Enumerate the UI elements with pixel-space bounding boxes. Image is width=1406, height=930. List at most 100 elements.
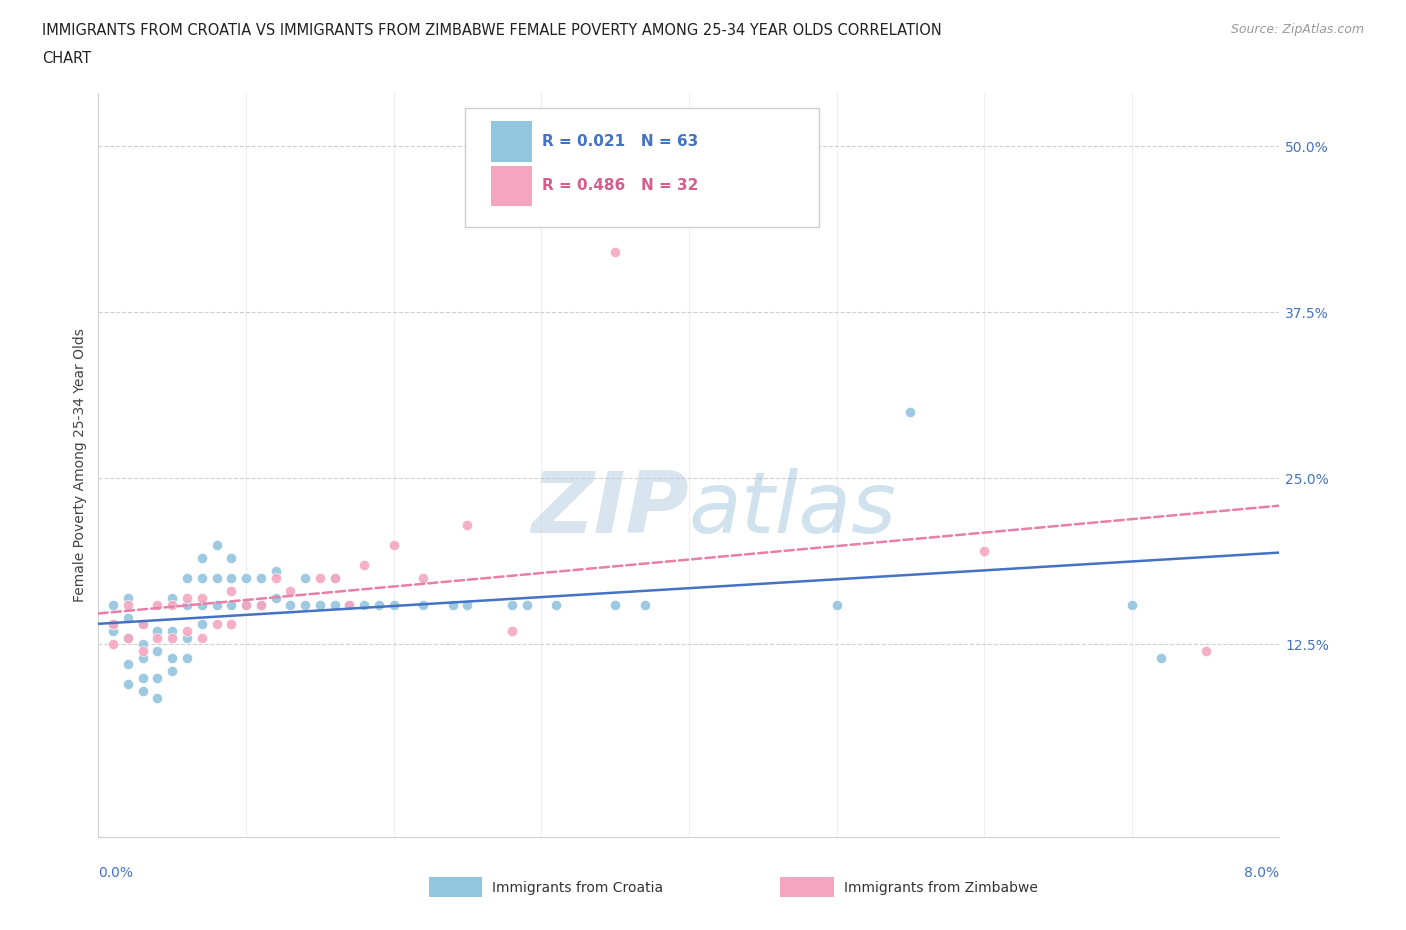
Text: R = 0.486   N = 32: R = 0.486 N = 32 xyxy=(543,179,699,193)
Point xyxy=(117,591,139,605)
Point xyxy=(132,617,155,631)
Point xyxy=(544,597,567,612)
Point xyxy=(337,597,360,612)
Point xyxy=(441,597,464,612)
Point xyxy=(501,624,523,639)
Point xyxy=(162,597,183,612)
Point xyxy=(219,597,242,612)
Point xyxy=(117,631,139,645)
Point xyxy=(825,597,848,612)
Point xyxy=(146,597,169,612)
Point xyxy=(456,597,478,612)
Point xyxy=(117,597,139,612)
Point xyxy=(250,570,273,585)
Point xyxy=(1194,644,1216,658)
Point xyxy=(162,650,183,665)
Text: Source: ZipAtlas.com: Source: ZipAtlas.com xyxy=(1230,23,1364,36)
Point xyxy=(898,405,921,419)
Point xyxy=(382,597,405,612)
Point xyxy=(264,591,287,605)
Point xyxy=(353,557,375,572)
Point xyxy=(515,597,537,612)
Point xyxy=(294,597,316,612)
Point xyxy=(191,591,214,605)
Point xyxy=(205,570,228,585)
Text: R = 0.021   N = 63: R = 0.021 N = 63 xyxy=(543,134,699,149)
Point xyxy=(132,650,155,665)
Point xyxy=(162,591,183,605)
Point xyxy=(205,597,228,612)
Point xyxy=(205,538,228,552)
Point xyxy=(278,597,301,612)
Point xyxy=(323,570,346,585)
Text: 8.0%: 8.0% xyxy=(1244,866,1279,880)
Y-axis label: Female Poverty Among 25-34 Year Olds: Female Poverty Among 25-34 Year Olds xyxy=(73,328,87,602)
Point xyxy=(132,637,155,652)
Point xyxy=(162,663,183,678)
Point xyxy=(219,570,242,585)
Point xyxy=(103,597,124,612)
Text: Immigrants from Croatia: Immigrants from Croatia xyxy=(492,881,664,896)
Point xyxy=(117,657,139,671)
Point xyxy=(103,637,124,652)
Point xyxy=(117,631,139,645)
Bar xyxy=(491,166,531,206)
Point xyxy=(250,597,273,612)
Point xyxy=(1121,597,1143,612)
Point xyxy=(412,570,434,585)
Point xyxy=(191,570,214,585)
Point xyxy=(176,650,198,665)
Point xyxy=(176,597,198,612)
Point xyxy=(264,570,287,585)
FancyBboxPatch shape xyxy=(464,108,818,227)
Text: atlas: atlas xyxy=(689,468,897,551)
Point xyxy=(146,644,169,658)
Point xyxy=(132,617,155,631)
Point xyxy=(117,677,139,692)
Point xyxy=(456,517,478,532)
Point xyxy=(146,671,169,685)
Point xyxy=(176,624,198,639)
Point xyxy=(323,597,346,612)
Point xyxy=(146,631,169,645)
Bar xyxy=(491,121,531,162)
Point xyxy=(219,617,242,631)
Point xyxy=(323,570,346,585)
Point xyxy=(235,597,257,612)
Point xyxy=(412,597,434,612)
Point xyxy=(162,624,183,639)
Point xyxy=(633,597,655,612)
Text: ZIP: ZIP xyxy=(531,468,689,551)
Point xyxy=(103,624,124,639)
Point xyxy=(132,684,155,698)
Point xyxy=(103,617,124,631)
Point xyxy=(132,671,155,685)
Point xyxy=(146,624,169,639)
Text: Immigrants from Zimbabwe: Immigrants from Zimbabwe xyxy=(844,881,1038,896)
Point xyxy=(367,597,389,612)
Point xyxy=(308,570,332,585)
Point xyxy=(501,597,523,612)
Point xyxy=(191,551,214,565)
Point xyxy=(337,597,360,612)
Point xyxy=(146,690,169,705)
Point xyxy=(235,570,257,585)
Point xyxy=(219,551,242,565)
Point xyxy=(191,597,214,612)
Text: CHART: CHART xyxy=(42,51,91,66)
Point xyxy=(294,570,316,585)
Point xyxy=(1150,650,1173,665)
Point xyxy=(162,631,183,645)
Point xyxy=(132,644,155,658)
Point xyxy=(264,564,287,578)
Point xyxy=(117,610,139,625)
Point xyxy=(176,591,198,605)
Point xyxy=(103,617,124,631)
Point xyxy=(176,570,198,585)
Point xyxy=(176,631,198,645)
Point xyxy=(250,597,273,612)
Point xyxy=(605,597,627,612)
Point xyxy=(973,544,995,559)
Point xyxy=(382,538,405,552)
Point xyxy=(219,584,242,599)
